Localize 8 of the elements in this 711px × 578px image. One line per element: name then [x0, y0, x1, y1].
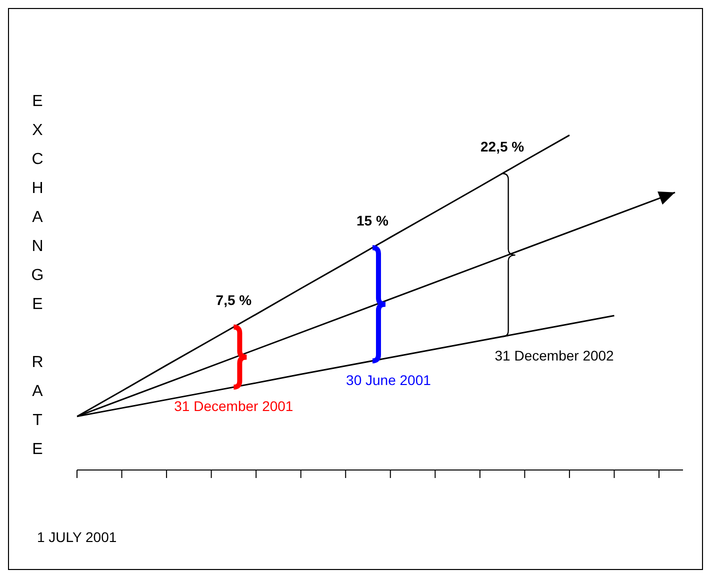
annotation: 31 December 2002 — [494, 348, 614, 364]
y-axis-title: EXCHANGE RATE — [29, 93, 46, 470]
annotation: 30 June 2001 — [346, 372, 432, 388]
annotation: 31 December 2001 — [174, 398, 294, 414]
annotation: 15 % — [356, 212, 389, 229]
annotation: 7,5 % — [216, 292, 252, 308]
annotation: 22,5 % — [480, 138, 525, 155]
x-axis-title: 1 JULY 2001 — [37, 529, 117, 545]
